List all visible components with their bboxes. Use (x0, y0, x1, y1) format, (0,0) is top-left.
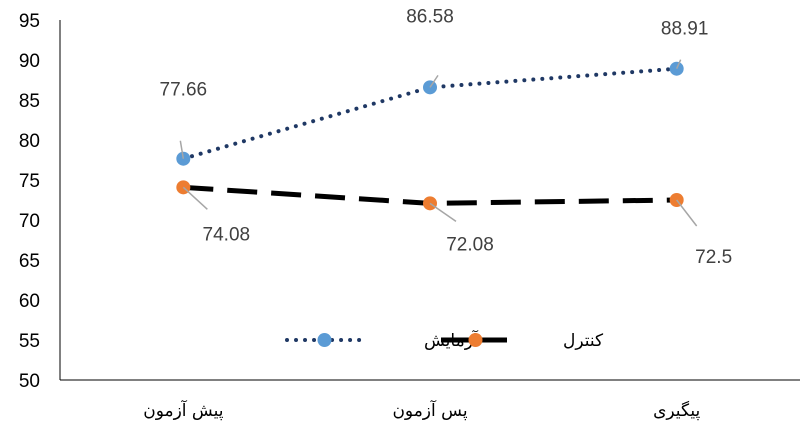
data-label-leader (676, 199, 698, 227)
y-tick-label: 70 (19, 211, 40, 232)
y-tick-label: 55 (19, 331, 40, 352)
legend-marker (468, 333, 483, 347)
axes (59, 20, 800, 381)
x-tick-label: پس آزمون (392, 399, 467, 421)
legend-label: کنترل (563, 331, 604, 351)
data-label: 88.91 (661, 19, 709, 40)
y-tick-label: 50 (19, 371, 40, 392)
y-tick-label: 95 (19, 11, 40, 32)
x-tick-label: پیش آزمون (143, 399, 224, 421)
y-tick-label: 65 (19, 251, 40, 272)
data-label-leader (675, 59, 682, 70)
y-tick-labels: 50 55 60 65 70 75 80 85 90 95 (19, 11, 40, 392)
y-tick-label: 75 (19, 171, 40, 192)
series-line (181, 66, 679, 161)
y-tick-label: 90 (19, 51, 40, 72)
legend-marker (317, 333, 332, 347)
data-label: 72.5 (695, 247, 732, 268)
data-label-layer: 77.66 86.58 88.91 74.08 72.08 72.5 (160, 6, 733, 268)
legend-item: کنترل (441, 331, 604, 351)
y-tick-label: 80 (19, 131, 40, 152)
data-label-leader (429, 202, 457, 222)
data-label: 77.66 (160, 80, 208, 101)
data-label-leader (179, 140, 185, 159)
x-tick-labels: پیش آزمون پس آزمون پیگیری (143, 399, 700, 421)
y-tick-label: 85 (19, 91, 40, 112)
data-label-leader (182, 186, 208, 210)
x-tick-label: پیگیری (653, 400, 700, 421)
data-label: 86.58 (406, 6, 454, 27)
legend: آزمایشکنترل (285, 329, 604, 351)
data-label: 72.08 (446, 234, 494, 255)
data-label: 74.08 (203, 224, 251, 245)
y-tick-label: 60 (19, 291, 40, 312)
data-label-leader (429, 74, 439, 88)
series-layer (176, 61, 684, 211)
